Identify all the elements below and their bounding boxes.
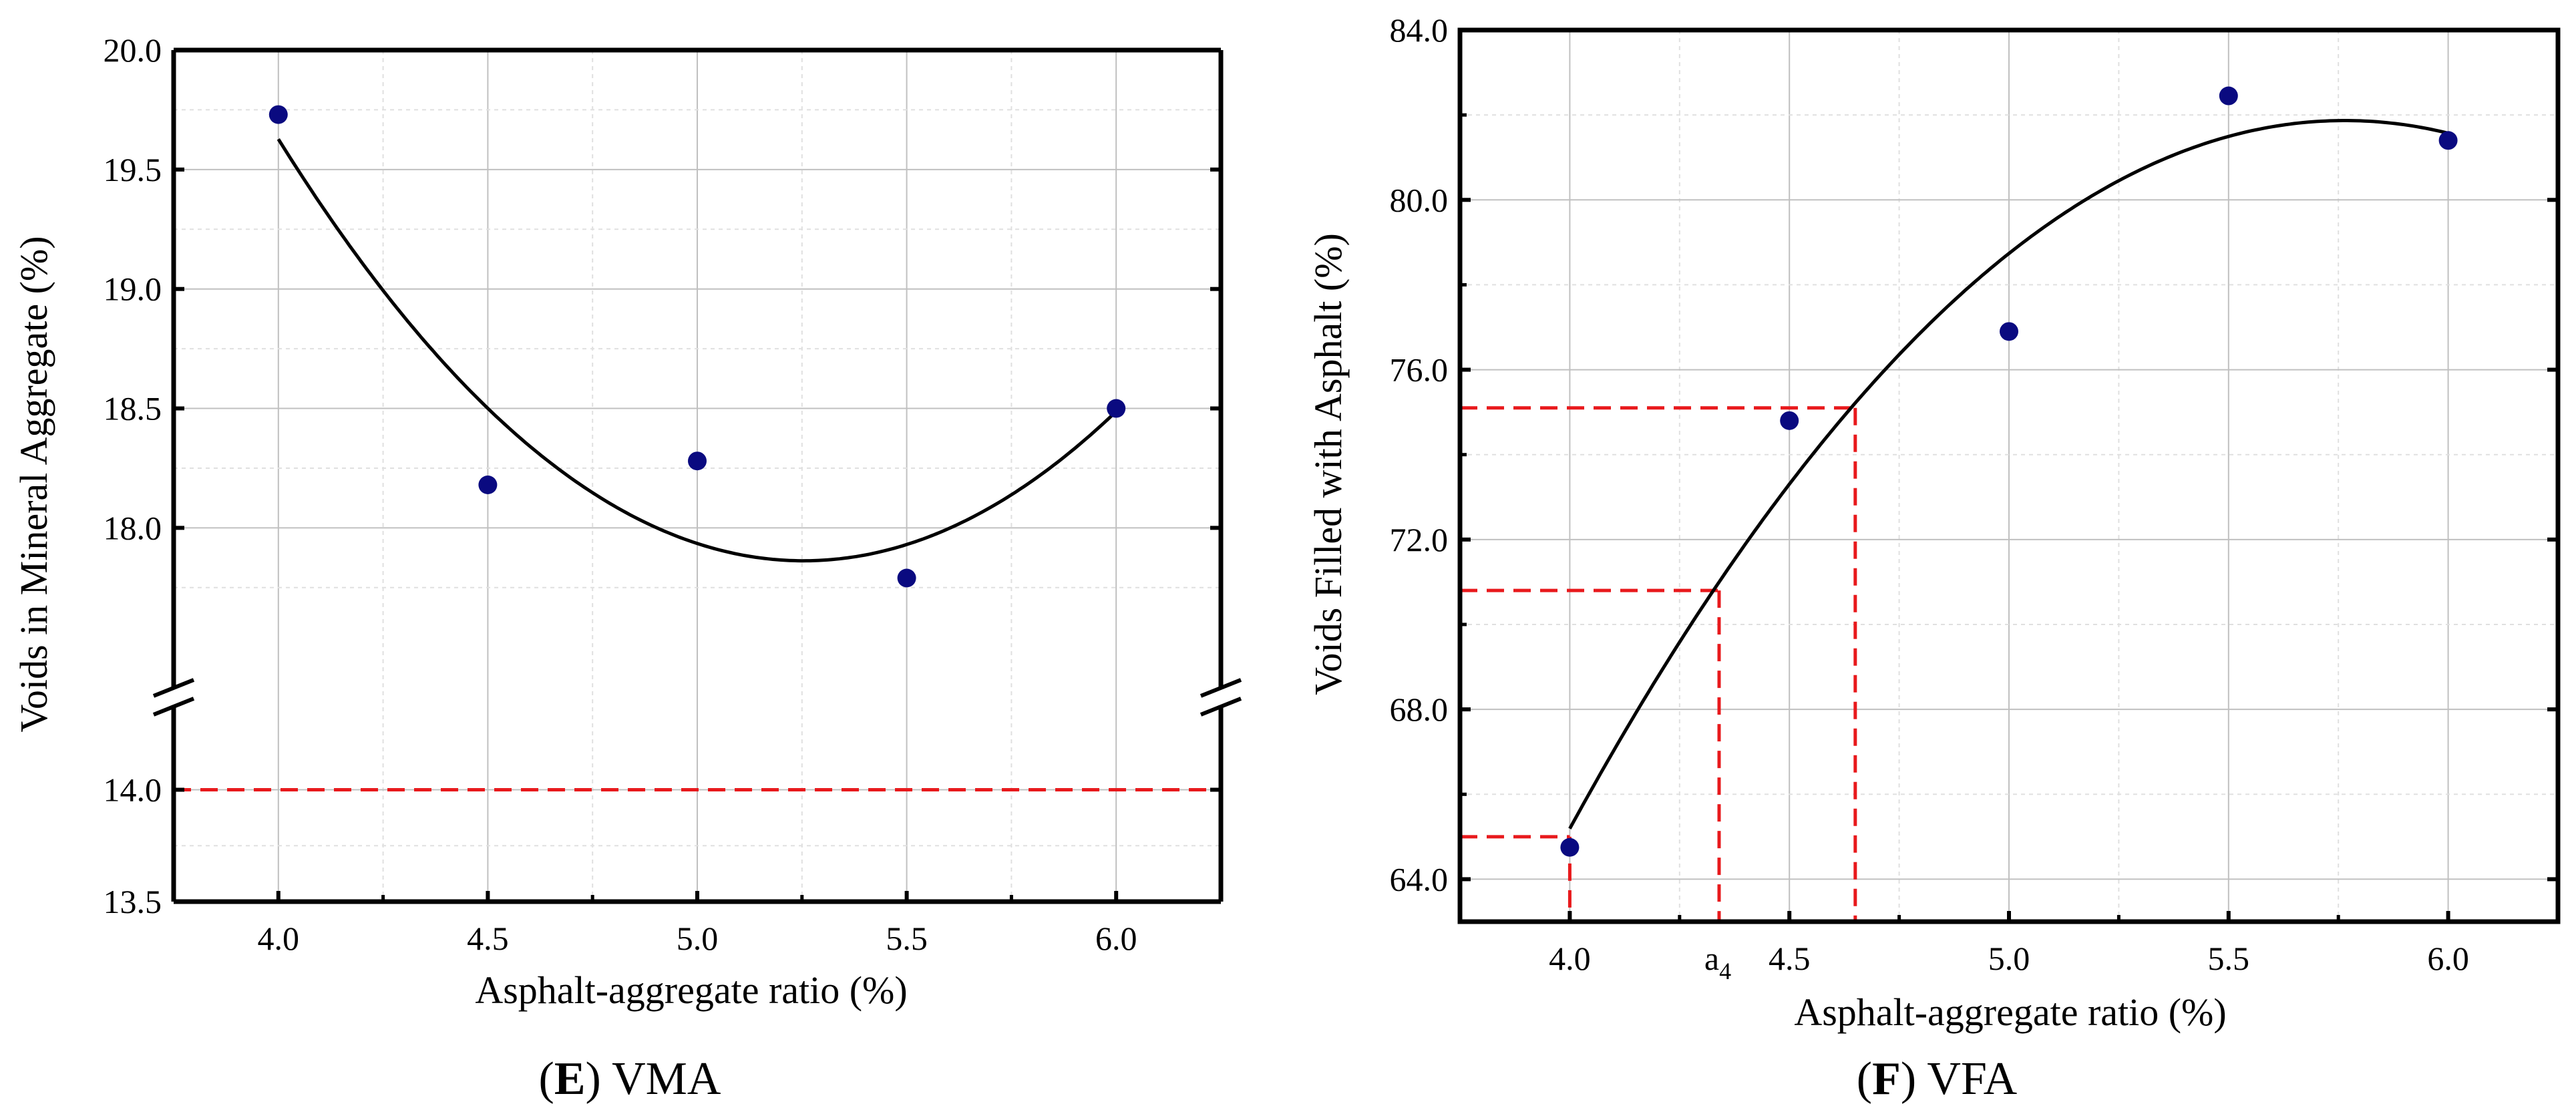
x-axis-label: Asphalt-aggregate ratio (%)	[475, 968, 907, 1012]
axis-break-mark	[152, 678, 195, 698]
y-tick-label: 19.5	[104, 151, 162, 188]
x-tick-label: 4.0	[258, 920, 300, 957]
data-point	[1560, 838, 1580, 857]
y-tick-label: 18.0	[104, 509, 162, 546]
panel-title: VFA	[1927, 1053, 2017, 1105]
annotation-a4: a4	[1704, 940, 1731, 984]
x-tick-label: 4.5	[1769, 940, 1811, 977]
chart-vfa: 4.0 4.5 5.0 5.5 6.064.068.072.076.080.084.0 …	[1306, 11, 2561, 1105]
y-tick-label: 64.0	[1390, 860, 1449, 898]
data-point	[268, 105, 288, 124]
fit-curve-line	[1568, 119, 2449, 829]
y-tick-label: 76.0	[1390, 351, 1449, 389]
plot-frame	[1457, 27, 2561, 924]
fit-curve	[1568, 119, 2449, 829]
axis-break-mark	[1200, 697, 1242, 717]
panel-title: VMA	[612, 1053, 721, 1105]
data-point	[897, 568, 916, 588]
x-axis-label: Asphalt-aggregate ratio (%)	[1794, 990, 2226, 1034]
data-point	[2438, 131, 2458, 150]
y-axis-label: Voids in Mineral Aggregate (%)	[12, 236, 55, 732]
x-tick-label: 6.0	[1095, 920, 1137, 957]
x-tick-label: 6.0	[2427, 940, 2469, 977]
panel-caption: (E) VMA	[539, 1053, 721, 1105]
x-tick-label: 5.5	[886, 920, 928, 957]
y-tick-label: 68.0	[1390, 691, 1449, 728]
fit-curve	[277, 138, 1117, 563]
x-tick-label: 5.0	[1988, 940, 2030, 977]
data-point	[2000, 322, 2018, 341]
panel-caption: (F) VFA	[1857, 1053, 2018, 1105]
data-point	[478, 476, 498, 494]
axis-break-mark	[1200, 678, 1242, 698]
y-axis-label: Voids Filled with Asphalt (%)	[1306, 233, 1350, 695]
plot-frame	[152, 47, 1242, 904]
y-tick-label: 72.0	[1390, 521, 1449, 558]
y-tick-label: 14.0	[104, 771, 162, 809]
panel-letter: F	[1872, 1053, 1901, 1105]
y-tick-label: 19.0	[104, 270, 162, 308]
x-tick-label: 5.0	[677, 920, 719, 957]
grid-lines	[174, 49, 1221, 902]
reference-guides	[1460, 406, 1857, 922]
data-points	[268, 105, 1126, 588]
fit-curve-line	[277, 138, 1117, 563]
y-tick-label: 80.0	[1390, 181, 1449, 218]
x-tick-label: 4.5	[467, 920, 509, 957]
x-tick-label: 4.0	[1549, 940, 1591, 977]
grid-lines	[1460, 29, 2558, 922]
y-tick-label: 84.0	[1390, 11, 1449, 49]
y-tick-label: 18.5	[104, 390, 162, 427]
data-point	[2219, 86, 2238, 106]
annotation-subscript: 4	[1719, 958, 1731, 984]
x-tick-label: 5.5	[2208, 940, 2250, 977]
annotation-letter: a	[1704, 940, 1719, 977]
data-points	[1560, 86, 2458, 857]
panel-letter: E	[554, 1053, 586, 1105]
y-tick-label: 13.5	[104, 883, 162, 920]
axis-break-mark	[152, 697, 195, 717]
tick-labels: 4.0 4.5 5.0 5.5 6.0 18.0 18.5 19.0 19.5 20.0 13.5 1…	[104, 31, 1137, 957]
y-tick-label: 20.0	[104, 31, 162, 69]
data-point	[1107, 399, 1126, 418]
data-point	[688, 451, 707, 471]
data-point	[1780, 411, 1799, 430]
tick-labels: 4.0 4.5 5.0 5.5 6.0 64.0 68.0 72.0 76.0 80.0 84.0	[1390, 11, 2469, 977]
chart-vma: 4.0 4.5 5.0 5.5 6.0 18.0 18.5 19.0 19.5 20.0 13.5 1…	[12, 31, 1242, 1105]
